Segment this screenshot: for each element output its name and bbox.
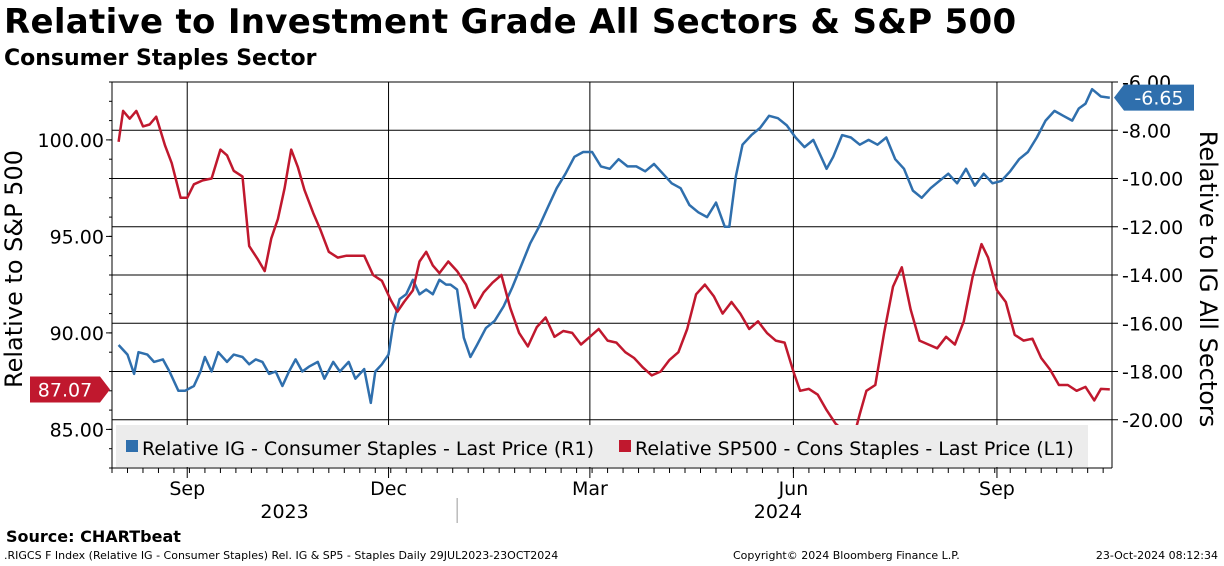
x-month-label: Dec: [370, 478, 407, 500]
last-value-label: 87.07: [38, 379, 92, 401]
legend-label: Relative SP500 - Cons Staples - Last Pri…: [635, 438, 1074, 460]
grid-lines: [112, 81, 1112, 468]
last-value-marker: [1114, 84, 1194, 111]
x-year-label: 2023: [260, 501, 308, 523]
footer-index-info: .RIGCS F Index (Relative IG - Consumer S…: [4, 549, 559, 562]
series-lines: [117, 87, 1110, 441]
legend-label: Relative IG - Consumer Staples - Last Pr…: [142, 438, 594, 460]
value-labels: -6.65 87.07: [30, 84, 1194, 403]
legend: Relative IG - Consumer Staples - Last Pr…: [116, 425, 1088, 467]
x-month-label: Jun: [778, 478, 809, 500]
x-month-label: Sep: [979, 478, 1015, 500]
right-axis-title: Relative to IG All Sectors: [1194, 131, 1222, 427]
right-tick-label: -20.00: [1122, 410, 1183, 432]
left-axis-title: Relative to S&P 500: [0, 150, 28, 388]
last-value-marker: [30, 376, 110, 403]
left-tick-label: 90.00: [50, 323, 104, 345]
right-tick-label: -12.00: [1122, 217, 1183, 239]
source-note: Source: CHARTbeat: [6, 527, 181, 546]
chart-title: Relative to Investment Grade All Sectors…: [4, 2, 1017, 42]
legend-box: [116, 425, 1088, 467]
right-tick-label: -8.00: [1122, 120, 1171, 142]
footer-timestamp: 23-Oct-2024 08:12:34: [1095, 549, 1218, 562]
right-tick-label: -18.00: [1122, 362, 1183, 384]
right-tick-label: -14.00: [1122, 265, 1183, 287]
left-tick-label: 100.00: [38, 130, 104, 152]
axes: 100.0095.0090.0085.00-6.00-8.00-10.00-12…: [0, 72, 1222, 523]
right-tick-label: -10.00: [1122, 169, 1183, 191]
left-tick-label: 95.00: [50, 226, 104, 248]
x-month-label: Mar: [572, 478, 608, 500]
footer-copyright: Copyright© 2024 Bloomberg Finance L.P.: [733, 549, 960, 562]
legend-swatch: [126, 440, 138, 452]
left-tick-label: 85.00: [50, 419, 104, 441]
x-month-label: Sep: [169, 478, 205, 500]
legend-swatch: [619, 440, 631, 452]
chart-subtitle: Consumer Staples Sector: [4, 46, 317, 71]
last-value-label: -6.65: [1134, 88, 1183, 110]
right-tick-label: -16.00: [1122, 313, 1183, 335]
series-line: [117, 109, 1110, 441]
series-line: [117, 87, 1110, 405]
x-year-label: 2024: [754, 501, 802, 523]
